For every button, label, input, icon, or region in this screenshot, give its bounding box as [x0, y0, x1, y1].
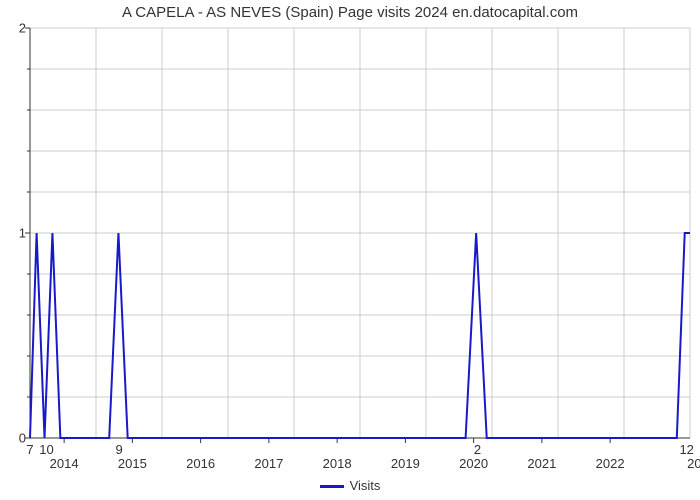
x-secondary-label: 10 [39, 442, 53, 457]
legend-swatch [320, 485, 344, 488]
x-year-label: 2019 [391, 456, 420, 471]
plot-area [30, 28, 690, 438]
x-year-label: 2018 [323, 456, 352, 471]
plot-svg [30, 28, 690, 438]
legend-label: Visits [350, 478, 381, 493]
x-year-label: 2014 [50, 456, 79, 471]
x-secondary-label: 9 [115, 442, 122, 457]
legend: Visits [0, 478, 700, 493]
x-year-label-partial: 202 [687, 456, 700, 471]
x-year-label: 2020 [459, 456, 488, 471]
x-year-label: 2016 [186, 456, 215, 471]
x-secondary-label: 12 [679, 442, 693, 457]
chart-container: A CAPELA - AS NEVES (Spain) Page visits … [0, 0, 700, 500]
x-secondary-label: 2 [474, 442, 481, 457]
x-secondary-label: 7 [26, 442, 33, 457]
x-year-label: 2022 [596, 456, 625, 471]
x-year-label: 2021 [527, 456, 556, 471]
chart-title: A CAPELA - AS NEVES (Spain) Page visits … [0, 4, 700, 21]
y-tick-label: 0 [19, 431, 26, 446]
x-year-label: 2015 [118, 456, 147, 471]
x-year-label: 2017 [254, 456, 283, 471]
y-tick-label: 1 [19, 226, 26, 241]
y-tick-label: 2 [19, 21, 26, 36]
